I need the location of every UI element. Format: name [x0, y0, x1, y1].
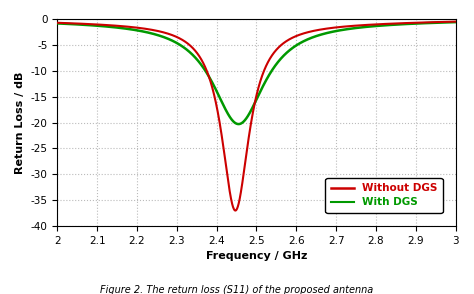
- With DGS: [127, 25, 133, 29]
- Line: With DGS: With DGS: [57, 21, 456, 211]
- With DGS: [207, 77, 212, 80]
- Without DGS: [382, 24, 388, 27]
- Without DGS: [453, 20, 458, 24]
- With DGS: [55, 21, 60, 24]
- Text: Figure 2. The return loss (S11) of the proposed antenna: Figure 2. The return loss (S11) of the p…: [100, 285, 374, 294]
- With DGS: [314, 29, 319, 32]
- X-axis label: Frequency / GHz: Frequency / GHz: [206, 251, 307, 261]
- Y-axis label: Return Loss / dB: Return Loss / dB: [15, 71, 25, 174]
- Without DGS: [127, 27, 133, 31]
- With DGS: [352, 24, 357, 28]
- Without DGS: [352, 26, 357, 30]
- Without DGS: [55, 22, 60, 25]
- With DGS: [233, 209, 238, 212]
- Without DGS: [207, 76, 212, 79]
- Without DGS: [236, 122, 241, 126]
- With DGS: [382, 22, 388, 26]
- With DGS: [293, 34, 299, 38]
- Without DGS: [293, 44, 299, 47]
- With DGS: [453, 20, 458, 23]
- Legend: Without DGS, With DGS: Without DGS, With DGS: [326, 178, 443, 213]
- Without DGS: [314, 34, 319, 38]
- Line: Without DGS: Without DGS: [57, 22, 456, 124]
